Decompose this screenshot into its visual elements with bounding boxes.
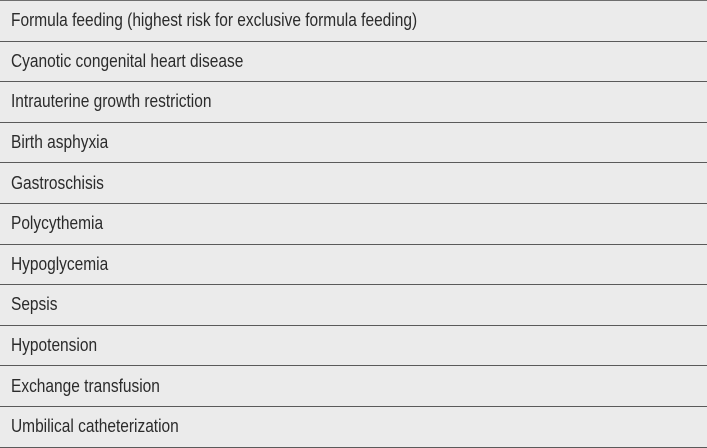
table-row: Gastroschisis [0,163,707,204]
table-cell: Intrauterine growth restriction [11,91,212,112]
table-row: Exchange transfusion [0,366,707,407]
table-cell: Sepsis [11,294,58,315]
table-row: Intrauterine growth restriction [0,82,707,123]
table-row: Hypoglycemia [0,245,707,286]
table-cell: Gastroschisis [11,172,104,193]
table-cell: Hypoglycemia [11,253,109,274]
table-row: Umbilical catheterization [0,407,707,448]
table-cell: Umbilical catheterization [11,416,179,437]
table-cell: Polycythemia [11,213,104,234]
table-row: Formula feeding (highest risk for exclus… [0,1,707,42]
table-row: Sepsis [0,285,707,326]
table-row: Hypotension [0,326,707,367]
table-cell: Cyanotic congenital heart disease [11,50,244,71]
table-row: Cyanotic congenital heart disease [0,42,707,83]
table-row: Birth asphyxia [0,123,707,164]
table-cell: Exchange transfusion [11,375,160,396]
table-row: Polycythemia [0,204,707,245]
table-cell: Birth asphyxia [11,132,109,153]
table-cell: Hypotension [11,335,98,356]
table-cell: Formula feeding (highest risk for exclus… [11,10,418,31]
